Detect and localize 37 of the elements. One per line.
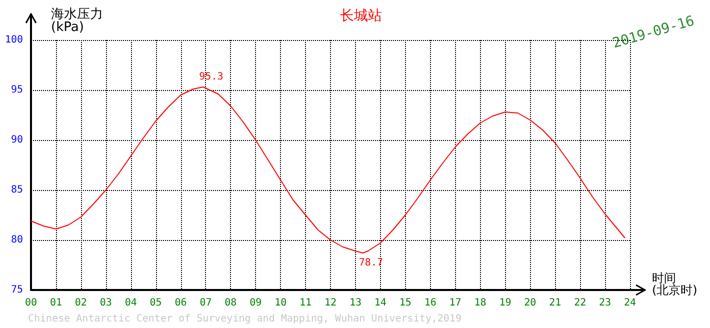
y-axis-title: 海水压力 (kPa) (51, 7, 103, 35)
x-tick-label: 14 (374, 298, 386, 308)
x-tick-label: 04 (124, 298, 137, 308)
x-tick-label: 20 (524, 298, 536, 308)
x-tick-label: 05 (150, 298, 162, 308)
y-tick-label: 85 (10, 184, 23, 196)
data-label: 95.3 (199, 72, 224, 82)
x-axis-title: 时间 (北京时) (652, 271, 698, 297)
x-tick-label: 08 (224, 298, 237, 308)
x-tick-label: 11 (300, 298, 312, 308)
x-tick-label: 17 (449, 298, 462, 308)
x-tick-label: 00 (24, 298, 38, 308)
y-tick-label: 90 (10, 134, 23, 146)
x-tick-label: 10 (274, 298, 287, 308)
x-tick-label: 24 (624, 298, 636, 308)
x-tick-label: 18 (474, 298, 486, 308)
x-tick-label: 13 (349, 298, 362, 308)
x-tick-label: 02 (74, 298, 87, 308)
chart-title: 长城站 (340, 8, 382, 24)
x-tick-label: 12 (324, 298, 337, 308)
x-tick-label: 23 (599, 298, 612, 308)
data-label: 78.7 (358, 258, 383, 268)
y-tick-label: 75 (10, 284, 23, 296)
x-tick-label: 15 (399, 298, 412, 308)
x-tick-label: 21 (549, 298, 562, 308)
x-tick-label: 22 (574, 298, 586, 308)
x-tick-label: 06 (174, 298, 187, 308)
x-tick-label: 07 (200, 298, 212, 308)
x-tick-label: 19 (499, 298, 512, 308)
x-tick-label: 03 (100, 298, 112, 308)
line-series (30, 86, 626, 254)
x-tick-label: 01 (50, 298, 62, 308)
y-tick-label: 95 (10, 84, 23, 96)
y-tick-label: 100 (4, 34, 23, 46)
x-tick-label: 16 (424, 298, 436, 308)
y-tick-label: 80 (10, 234, 23, 246)
x-tick-label: 09 (250, 298, 262, 308)
